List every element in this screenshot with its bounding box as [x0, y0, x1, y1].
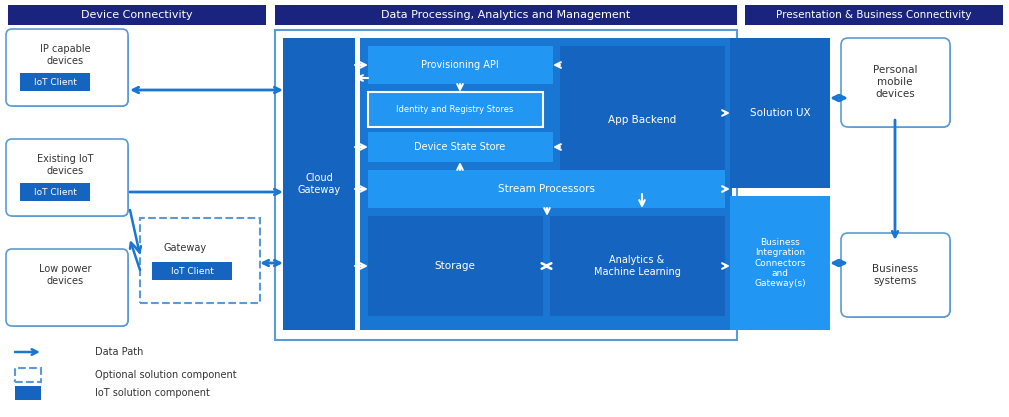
Bar [730, 38, 830, 188]
Text: Cloud
Gateway: Cloud Gateway [298, 173, 341, 195]
Bar [8, 5, 266, 25]
Bar [368, 92, 543, 127]
Text: Low power
devices: Low power devices [38, 264, 91, 286]
Bar [15, 386, 41, 400]
Bar [368, 170, 725, 208]
FancyBboxPatch shape [14, 257, 128, 326]
FancyBboxPatch shape [8, 31, 128, 106]
Bar [730, 196, 830, 330]
Text: Device Connectivity: Device Connectivity [81, 10, 193, 20]
Text: IP capable
devices: IP capable devices [39, 44, 91, 66]
Text: App Backend: App Backend [607, 115, 676, 125]
FancyBboxPatch shape [6, 249, 128, 326]
Bar [283, 38, 355, 330]
Text: Business
systems: Business systems [872, 264, 918, 286]
Text: Stream Processors: Stream Processors [498, 184, 595, 194]
FancyBboxPatch shape [843, 40, 950, 127]
Text: Storage: Storage [435, 261, 475, 271]
FancyBboxPatch shape [8, 141, 128, 216]
Text: Optional solution component: Optional solution component [95, 370, 237, 380]
Text: Provisioning API: Provisioning API [421, 60, 498, 70]
Text: IoT Client: IoT Client [33, 188, 77, 196]
Text: Presentation & Business Connectivity: Presentation & Business Connectivity [776, 10, 972, 20]
Bar [15, 368, 41, 382]
Text: Personal
mobile
devices: Personal mobile devices [873, 65, 917, 98]
FancyBboxPatch shape [840, 233, 950, 317]
Text: Gateway: Gateway [163, 243, 207, 253]
Bar [275, 30, 737, 340]
Text: Analytics &
Machine Learning: Analytics & Machine Learning [593, 255, 680, 277]
Text: IoT Client: IoT Client [171, 266, 214, 276]
Text: IoT Client: IoT Client [33, 78, 77, 86]
Bar [360, 38, 732, 330]
Text: Data Path: Data Path [95, 347, 143, 357]
FancyBboxPatch shape [846, 43, 950, 127]
FancyBboxPatch shape [846, 238, 950, 317]
FancyBboxPatch shape [6, 139, 128, 216]
Bar [152, 262, 232, 280]
Bar [368, 46, 553, 84]
Bar [368, 132, 553, 162]
Bar [550, 216, 725, 316]
FancyBboxPatch shape [849, 46, 950, 127]
Text: Existing IoT
devices: Existing IoT devices [36, 154, 93, 176]
Text: Solution UX: Solution UX [750, 108, 810, 118]
FancyBboxPatch shape [11, 254, 128, 326]
Bar [20, 183, 90, 201]
Bar [560, 46, 725, 194]
FancyBboxPatch shape [6, 29, 128, 106]
FancyBboxPatch shape [11, 144, 128, 216]
Bar [20, 73, 90, 91]
FancyBboxPatch shape [8, 251, 128, 326]
Text: Device State Store: Device State Store [415, 142, 506, 152]
Bar [140, 218, 260, 303]
FancyBboxPatch shape [843, 235, 950, 317]
Bar [368, 216, 543, 316]
Text: Business
Integration
Connectors
and
Gateway(s): Business Integration Connectors and Gate… [754, 238, 806, 288]
FancyBboxPatch shape [14, 147, 128, 216]
Text: Identity and Registry Stores: Identity and Registry Stores [397, 105, 514, 113]
Bar [275, 5, 737, 25]
Text: Data Processing, Analytics and Management: Data Processing, Analytics and Managemen… [381, 10, 631, 20]
FancyBboxPatch shape [11, 34, 128, 106]
FancyBboxPatch shape [14, 37, 128, 106]
Bar [745, 5, 1003, 25]
FancyBboxPatch shape [849, 241, 950, 317]
Text: IoT solution component: IoT solution component [95, 388, 210, 398]
FancyBboxPatch shape [840, 38, 950, 127]
